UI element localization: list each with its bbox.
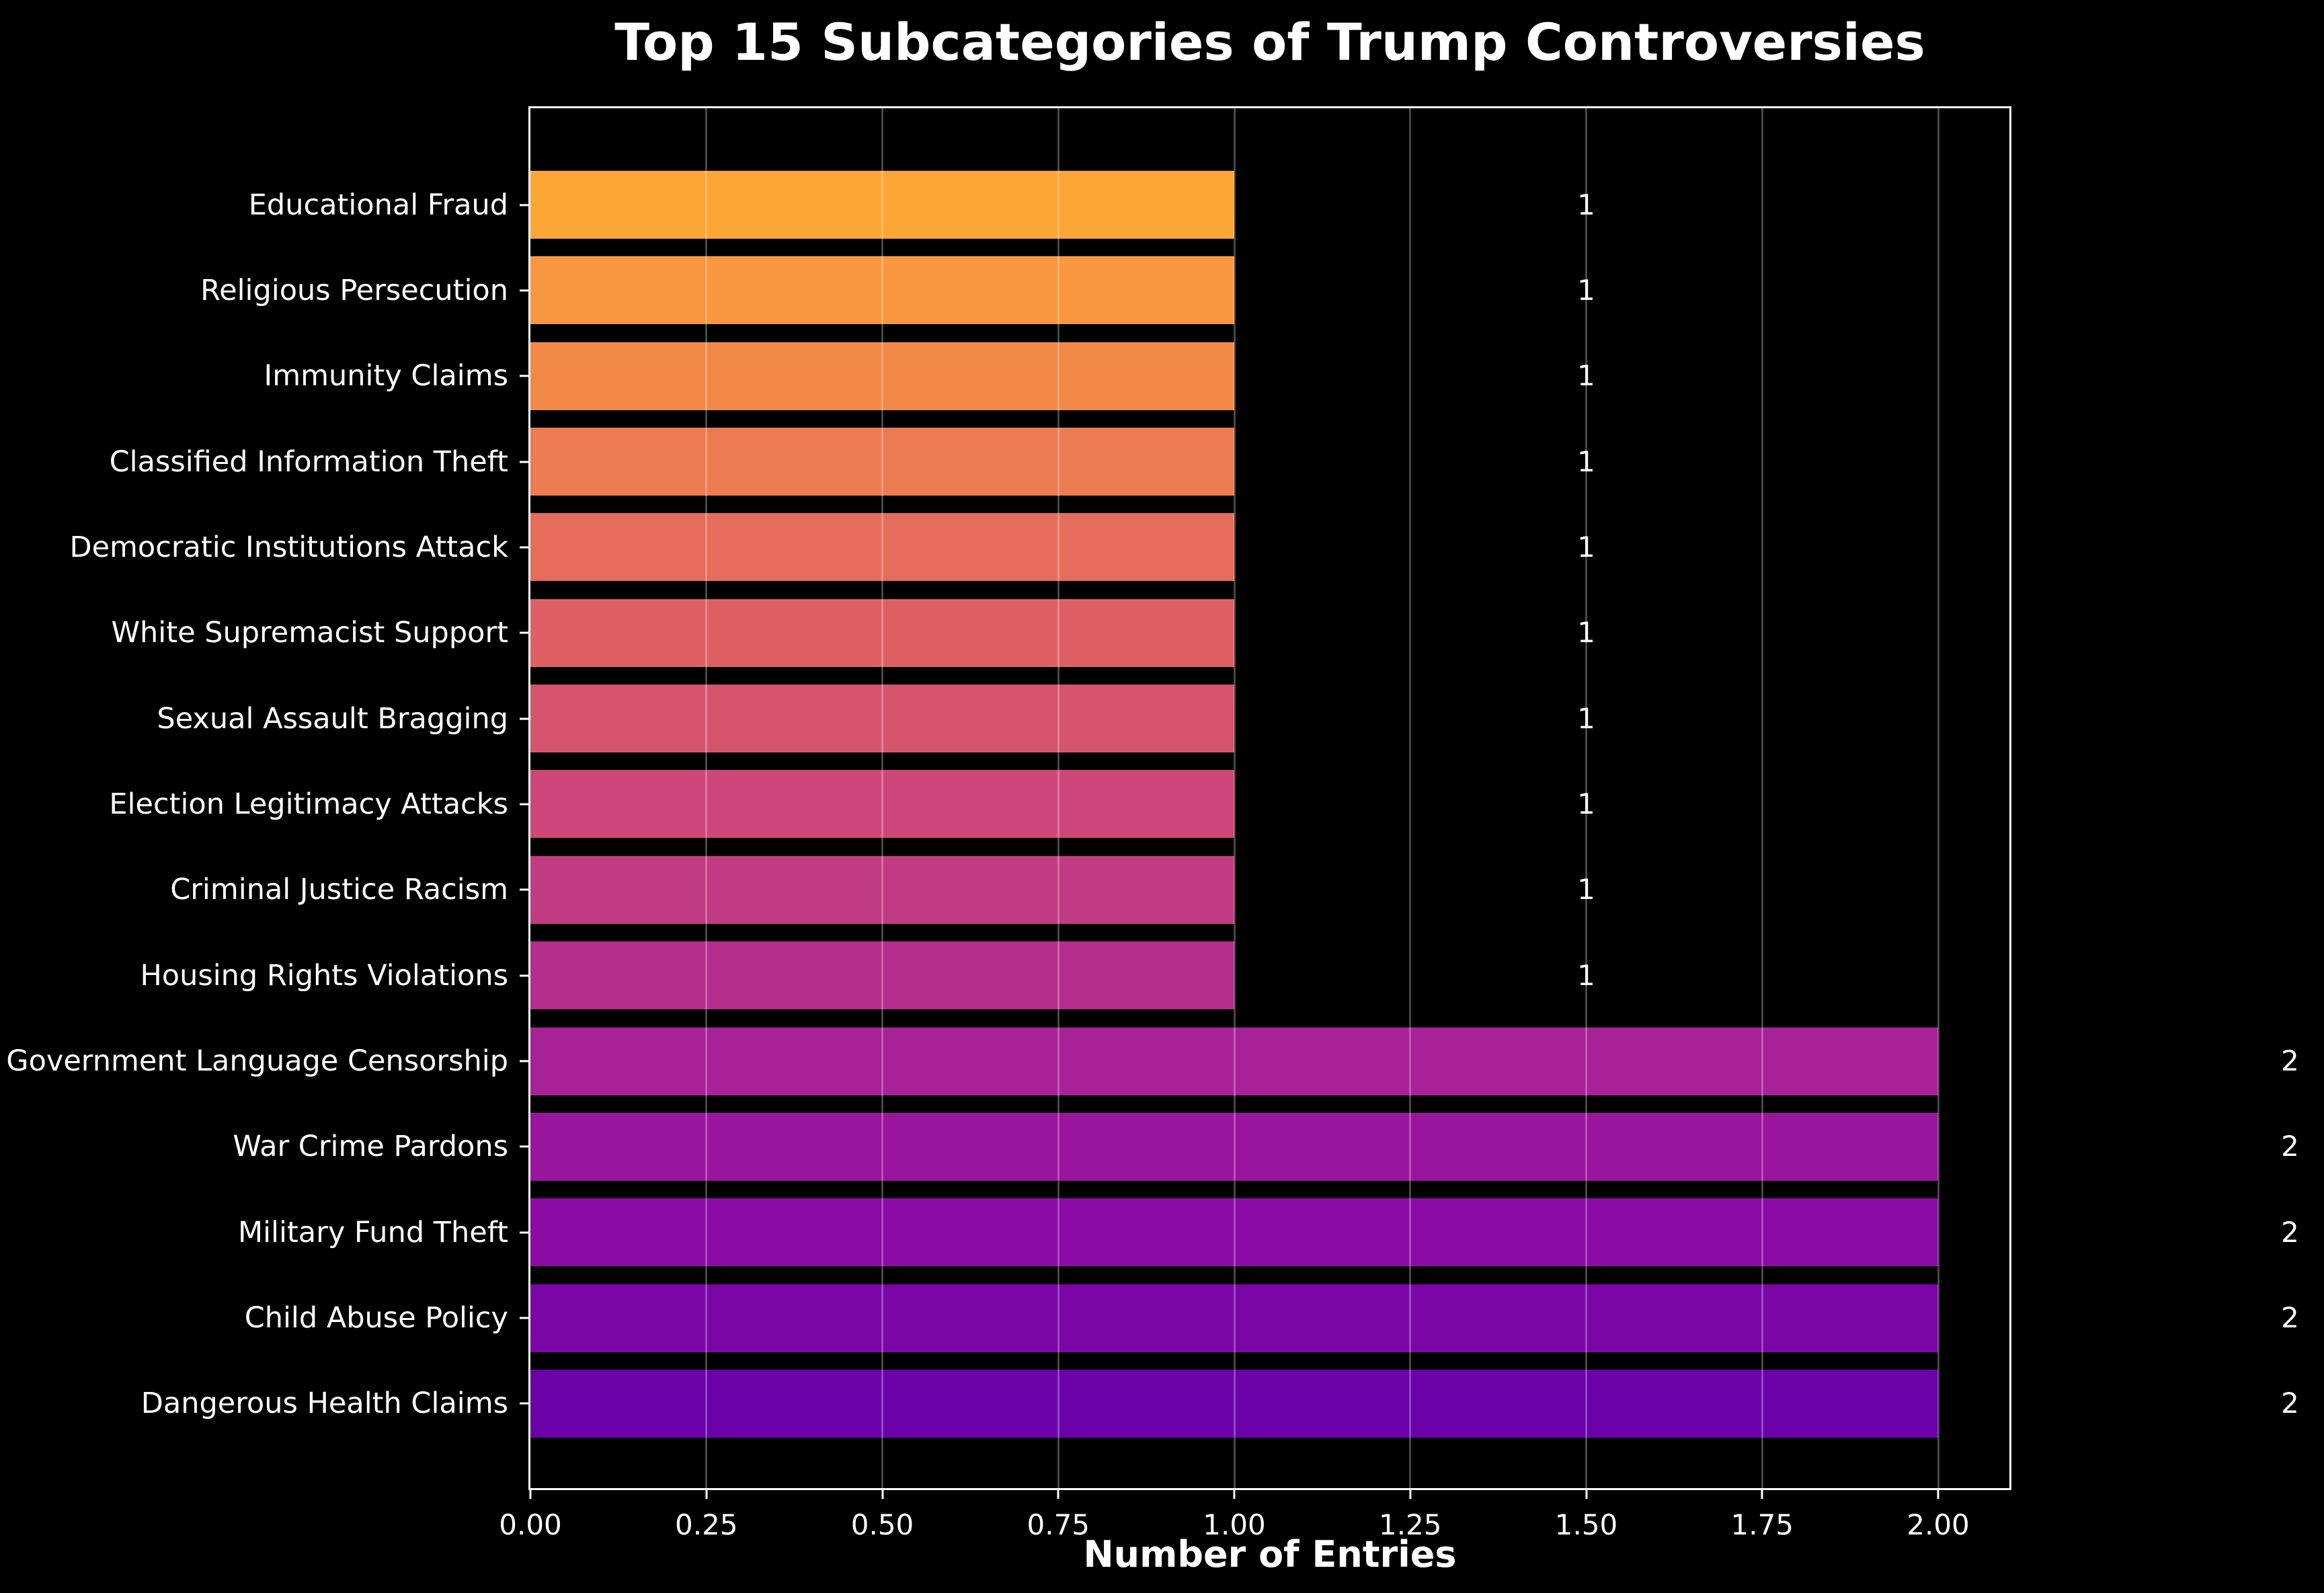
- bar-value-label: 1: [1577, 616, 1595, 650]
- bar: [530, 256, 1234, 325]
- bar-value-label: 2: [2281, 1130, 2299, 1163]
- gridline: [1585, 108, 1587, 1488]
- bar: [530, 1027, 1938, 1095]
- x-tick-label: 0.25: [674, 1508, 738, 1541]
- y-tick: [520, 289, 530, 292]
- y-tick-label: Religious Persecution: [200, 273, 508, 307]
- chart-title: Top 15 Subcategories of Trump Controvers…: [614, 12, 1925, 72]
- x-tick: [705, 1488, 708, 1499]
- y-tick: [520, 631, 530, 634]
- gridline: [1057, 108, 1059, 1488]
- x-tick: [881, 1488, 883, 1499]
- y-tick: [520, 1145, 530, 1148]
- bar: [530, 685, 1234, 753]
- x-tick: [1761, 1488, 1763, 1499]
- x-tick-label: 1.50: [1554, 1508, 1618, 1541]
- y-tick: [520, 803, 530, 806]
- bar: [530, 1112, 1938, 1181]
- bar: [530, 428, 1234, 496]
- y-tick-label: Dangerous Health Claims: [141, 1387, 508, 1421]
- bar: [530, 342, 1234, 410]
- y-tick-label: Child Abuse Policy: [244, 1301, 508, 1335]
- bar-value-label: 2: [2281, 1215, 2299, 1249]
- bar-value-label: 1: [1577, 701, 1595, 735]
- y-tick-label: Sexual Assault Bragging: [157, 701, 508, 736]
- y-tick: [520, 888, 530, 891]
- bar-value-label: 1: [1577, 359, 1595, 393]
- x-axis-title: Number of Entries: [1083, 1533, 1457, 1576]
- y-tick: [520, 546, 530, 549]
- y-tick: [520, 461, 530, 463]
- x-tick: [1937, 1488, 1939, 1499]
- gridline: [705, 108, 708, 1488]
- y-tick: [520, 204, 530, 206]
- y-tick-label: War Crime Pardons: [233, 1130, 508, 1164]
- x-tick-label: 2.00: [1907, 1508, 1970, 1541]
- bar-value-label: 1: [1577, 273, 1595, 307]
- x-tick-label: 0.00: [499, 1508, 562, 1541]
- bar: [530, 770, 1234, 839]
- y-tick: [520, 1060, 530, 1062]
- y-tick: [520, 717, 530, 720]
- x-tick-label: 0.50: [850, 1508, 914, 1541]
- y-tick-label: Classified Information Theft: [109, 444, 508, 479]
- y-tick-label: White Supremacist Support: [111, 616, 508, 650]
- bar: [530, 513, 1234, 582]
- x-tick: [1057, 1488, 1059, 1499]
- gridline: [1937, 108, 1939, 1488]
- y-tick-label: Democratic Institutions Attack: [69, 530, 508, 564]
- bar-value-label: 1: [1577, 530, 1595, 564]
- plot-area: [528, 106, 2011, 1490]
- bar: [530, 171, 1234, 239]
- y-tick: [520, 1231, 530, 1234]
- bar-value-label: 1: [1577, 787, 1595, 820]
- x-tick-label: 0.75: [1027, 1508, 1090, 1541]
- y-tick: [520, 375, 530, 377]
- gridline: [1409, 108, 1412, 1488]
- bar: [530, 855, 1234, 924]
- x-tick-label: 1.75: [1730, 1508, 1794, 1541]
- x-tick: [529, 1488, 532, 1499]
- bar-value-label: 2: [2281, 1387, 2299, 1420]
- bar: [530, 598, 1234, 667]
- bar-value-label: 1: [1577, 958, 1595, 992]
- y-tick-label: Military Fund Theft: [237, 1215, 508, 1249]
- y-tick-label: Criminal Justice Racism: [170, 873, 508, 907]
- x-tick: [1585, 1488, 1587, 1499]
- y-tick-label: Housing Rights Violations: [140, 958, 508, 993]
- y-tick-label: Election Legitimacy Attacks: [109, 787, 508, 821]
- gridline: [1761, 108, 1763, 1488]
- x-tick-label: 1.25: [1378, 1508, 1442, 1541]
- y-tick: [520, 1402, 530, 1405]
- y-tick: [520, 974, 530, 977]
- gridline: [881, 108, 883, 1488]
- bar: [530, 1369, 1938, 1438]
- bar: [530, 1284, 1938, 1352]
- bar-value-label: 2: [2281, 1044, 2299, 1077]
- bar-value-label: 2: [2281, 1301, 2299, 1335]
- x-tick: [1233, 1488, 1236, 1499]
- x-tick: [1409, 1488, 1412, 1499]
- bar-value-label: 1: [1577, 444, 1595, 478]
- y-tick: [520, 1317, 530, 1319]
- y-tick-label: Government Language Censorship: [6, 1044, 508, 1078]
- bar-value-label: 1: [1577, 873, 1595, 906]
- bar: [530, 941, 1234, 1010]
- bar-value-label: 1: [1577, 188, 1595, 221]
- y-tick-label: Immunity Claims: [264, 359, 508, 393]
- x-tick-label: 1.00: [1203, 1508, 1266, 1541]
- bar: [530, 1198, 1938, 1267]
- y-tick-label: Educational Fraud: [248, 188, 508, 222]
- gridline: [1233, 108, 1236, 1488]
